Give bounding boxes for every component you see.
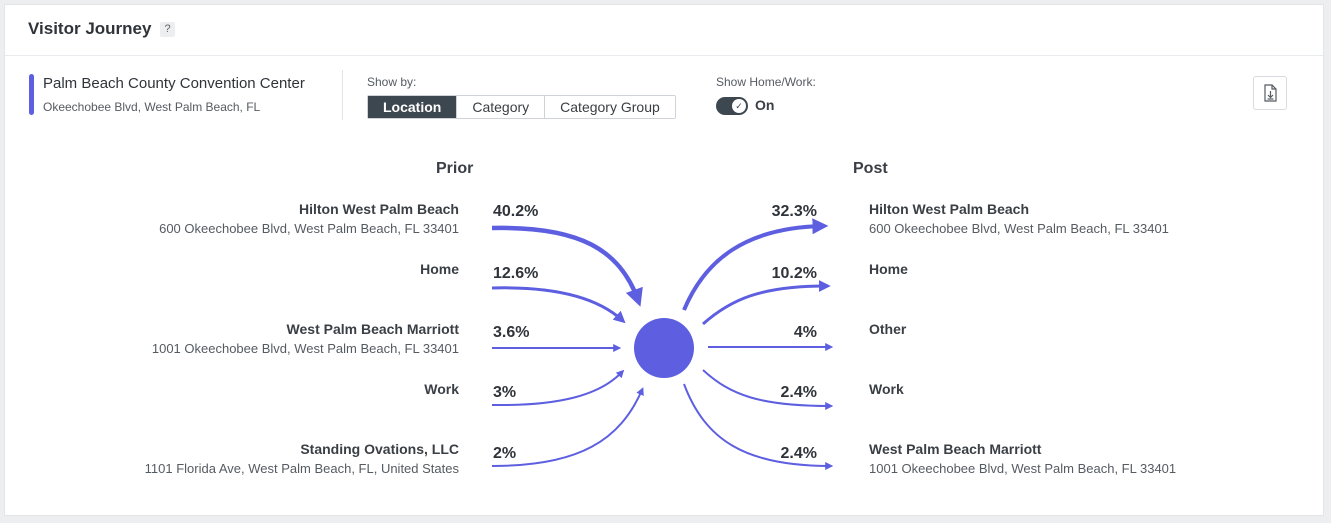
- prior-place-name: Work: [424, 381, 459, 397]
- post-place-name: Work: [869, 381, 904, 397]
- prior-flow-arrow: [491, 286, 626, 324]
- post-place-name: Home: [869, 261, 908, 277]
- prior-percent: 12.6%: [493, 265, 539, 282]
- post-flow-arrow: [702, 369, 834, 410]
- post-place-name: Other: [869, 321, 907, 337]
- location-accent-bar: [29, 74, 34, 115]
- prior-percent: 3.6%: [493, 324, 530, 341]
- check-icon: ✓: [732, 99, 746, 113]
- card-title: Visitor Journey: [28, 19, 152, 38]
- prior-place-address: 1101 Florida Ave, West Palm Beach, FL, U…: [144, 461, 459, 476]
- divider: [342, 70, 343, 120]
- prior-place-address: 1001 Okeechobee Blvd, West Palm Beach, F…: [151, 341, 459, 356]
- download-file-icon: [1264, 84, 1277, 102]
- post-percent: 2.4%: [780, 445, 817, 462]
- prior-place-name: Standing Ovations, LLC: [300, 441, 459, 457]
- show-by-location-button[interactable]: Location: [368, 96, 458, 118]
- home-work-state: On: [755, 97, 775, 113]
- help-icon[interactable]: ?: [160, 22, 175, 37]
- download-button[interactable]: [1253, 76, 1287, 110]
- post-place-name: West Palm Beach Marriott: [869, 441, 1042, 457]
- post-percent: 4%: [793, 324, 817, 341]
- show-by-label: Show by:: [367, 75, 417, 89]
- post-heading: Post: [853, 160, 888, 177]
- post-flow-arrow: [682, 218, 829, 311]
- post-percent: 10.2%: [771, 265, 817, 282]
- prior-flow-arrow: [491, 387, 644, 467]
- card-header: Visitor Journey ?: [5, 5, 1323, 56]
- post-percent: 32.3%: [771, 203, 817, 220]
- location-address: Okeechobee Blvd, West Palm Beach, FL: [43, 100, 261, 114]
- visitor-journey-card: Visitor Journey ?: [4, 4, 1324, 516]
- home-work-toggle[interactable]: ✓: [716, 97, 748, 115]
- post-percent: 2.4%: [780, 384, 817, 401]
- prior-percent: 2%: [493, 445, 517, 462]
- prior-flow-arrow: [491, 369, 625, 407]
- venue-node: [634, 318, 694, 378]
- location-name: Palm Beach County Convention Center: [43, 75, 305, 92]
- home-work-label: Show Home/Work:: [716, 75, 816, 89]
- prior-heading: Prior: [436, 160, 474, 177]
- prior-percent: 40.2%: [493, 203, 539, 220]
- prior-place-name: Hilton West Palm Beach: [298, 201, 459, 217]
- post-flow-arrow: [683, 383, 834, 470]
- show-by-category-group-button[interactable]: Category Group: [545, 96, 675, 118]
- prior-flow-arrow: [491, 225, 643, 307]
- show-by-segmented-control: Location Category Category Group: [367, 95, 676, 119]
- show-by-category-button[interactable]: Category: [457, 96, 546, 118]
- prior-place-name: West Palm Beach Marriott: [286, 321, 459, 337]
- post-flow-arrow: [702, 280, 831, 326]
- post-place-address: 1001 Okeechobee Blvd, West Palm Beach, F…: [869, 461, 1177, 476]
- prior-place-address: 600 Okeechobee Blvd, West Palm Beach, FL…: [159, 221, 459, 236]
- prior-percent: 3%: [493, 384, 517, 401]
- post-place-address: 600 Okeechobee Blvd, West Palm Beach, FL…: [869, 221, 1169, 236]
- post-place-name: Hilton West Palm Beach: [869, 201, 1030, 217]
- prior-place-name: Home: [420, 261, 459, 277]
